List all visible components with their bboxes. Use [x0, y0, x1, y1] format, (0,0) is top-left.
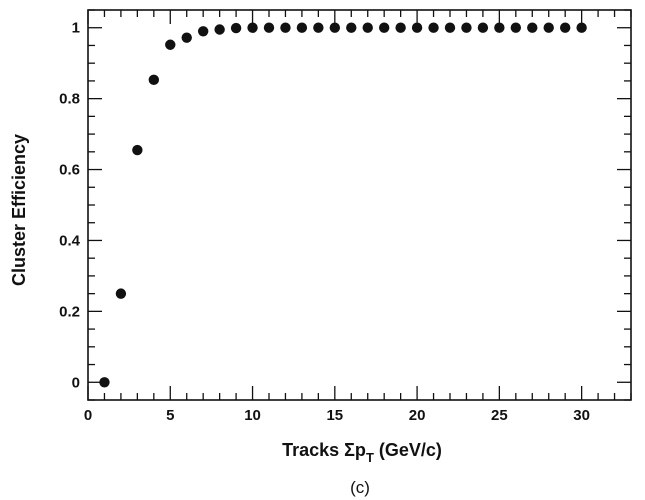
data-point — [543, 22, 554, 33]
y-tick-label: 0 — [72, 374, 80, 391]
x-tick-label: 20 — [409, 407, 426, 424]
x-tick-label: 5 — [166, 407, 174, 424]
y-tick-label: 0.8 — [59, 91, 80, 108]
data-point — [428, 22, 439, 33]
data-point — [280, 22, 291, 33]
tick-labels: 0 5 10 15 20 25 30 0 0.2 0.4 0.6 0.8 1 — [59, 20, 590, 424]
data-point — [346, 22, 357, 33]
data-point — [362, 22, 373, 33]
data-point — [115, 288, 127, 299]
data-point — [477, 22, 489, 33]
data-point — [165, 39, 176, 50]
x-tick-label: 25 — [491, 407, 508, 424]
data-point — [263, 22, 275, 33]
x-axis-title: Tracks ΣpT (GeV/c) — [282, 440, 442, 465]
x-tick-label: 0 — [84, 407, 92, 424]
axis-ticks — [87, 9, 632, 401]
y-tick-label: 0.2 — [59, 303, 80, 320]
x-tick-label: 10 — [244, 407, 261, 424]
data-point — [296, 22, 308, 33]
data-point — [444, 22, 456, 33]
data-point — [313, 22, 324, 33]
x-tick-label: 15 — [326, 407, 343, 424]
plot-frame — [87, 9, 632, 401]
data-point — [132, 144, 143, 156]
data-point — [559, 22, 571, 33]
y-tick-label: 0.4 — [59, 232, 81, 249]
data-point — [230, 22, 242, 34]
data-point — [99, 377, 110, 388]
panel-label: (c) — [350, 478, 370, 497]
data-point — [411, 22, 423, 33]
y-tick-label: 1 — [72, 20, 80, 37]
data-point — [378, 22, 390, 33]
data-point — [576, 22, 587, 33]
x-tick-label: 30 — [573, 407, 590, 424]
data-point — [461, 22, 472, 33]
data-point — [181, 32, 192, 43]
data-point — [148, 74, 160, 86]
data-point — [329, 22, 341, 33]
data-point — [510, 22, 522, 33]
data-point — [197, 26, 209, 37]
data-point — [247, 22, 258, 33]
data-point — [527, 22, 538, 33]
data-points — [99, 22, 587, 388]
y-axis-title: Cluster Efficiency — [9, 134, 29, 286]
data-point — [395, 22, 406, 33]
data-point — [494, 22, 505, 33]
y-tick-label: 0.6 — [59, 162, 80, 179]
data-point — [214, 24, 225, 35]
